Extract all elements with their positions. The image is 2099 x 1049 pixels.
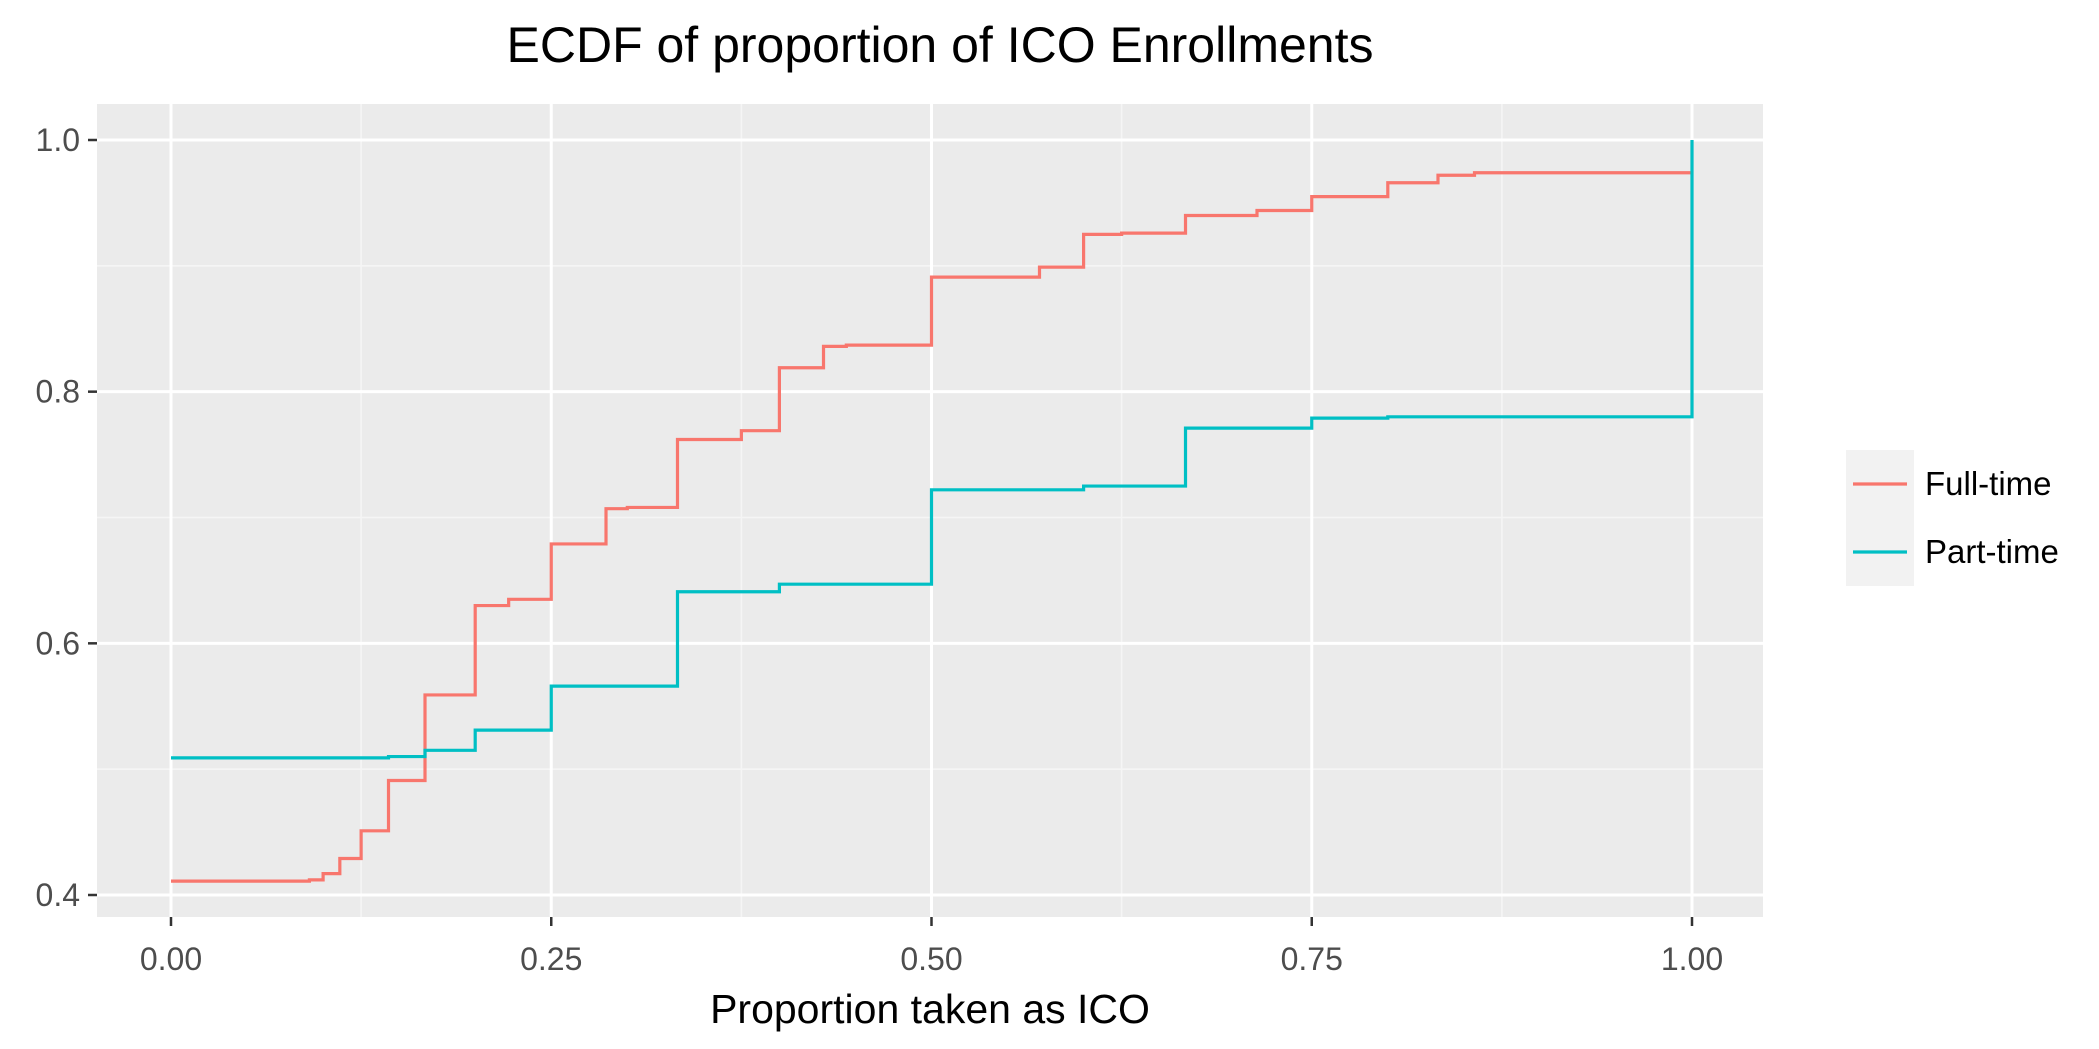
x-axis: 0.00 0.25 0.50 0.75 1.00 [140,917,1723,977]
y-tick-label: 0.6 [36,625,80,661]
series-line-full-time [171,171,1692,883]
x-tick-label: 0.50 [900,941,962,977]
series-line-part-time [171,140,1694,760]
chart-title: ECDF of proportion of ICO Enrollments [507,17,1374,73]
legend-label-full-time: Full-time [1925,465,2052,502]
legend-label-part-time: Part-time [1925,533,2059,570]
x-tick-label: 0.00 [140,941,202,977]
x-tick-label: 0.75 [1281,941,1343,977]
y-tick-label: 1.0 [36,122,80,158]
x-tick-label: 0.25 [520,941,582,977]
y-tick-label: 0.8 [36,374,80,410]
y-axis: 0.4 0.6 0.8 1.0 [36,122,97,913]
x-axis-title: Proportion taken as ICO [710,986,1150,1032]
series-lines [171,140,1694,883]
legend: Full-time Part-time [1846,450,2059,586]
x-tick-label: 1.00 [1661,941,1723,977]
y-tick-label: 0.4 [36,877,80,913]
